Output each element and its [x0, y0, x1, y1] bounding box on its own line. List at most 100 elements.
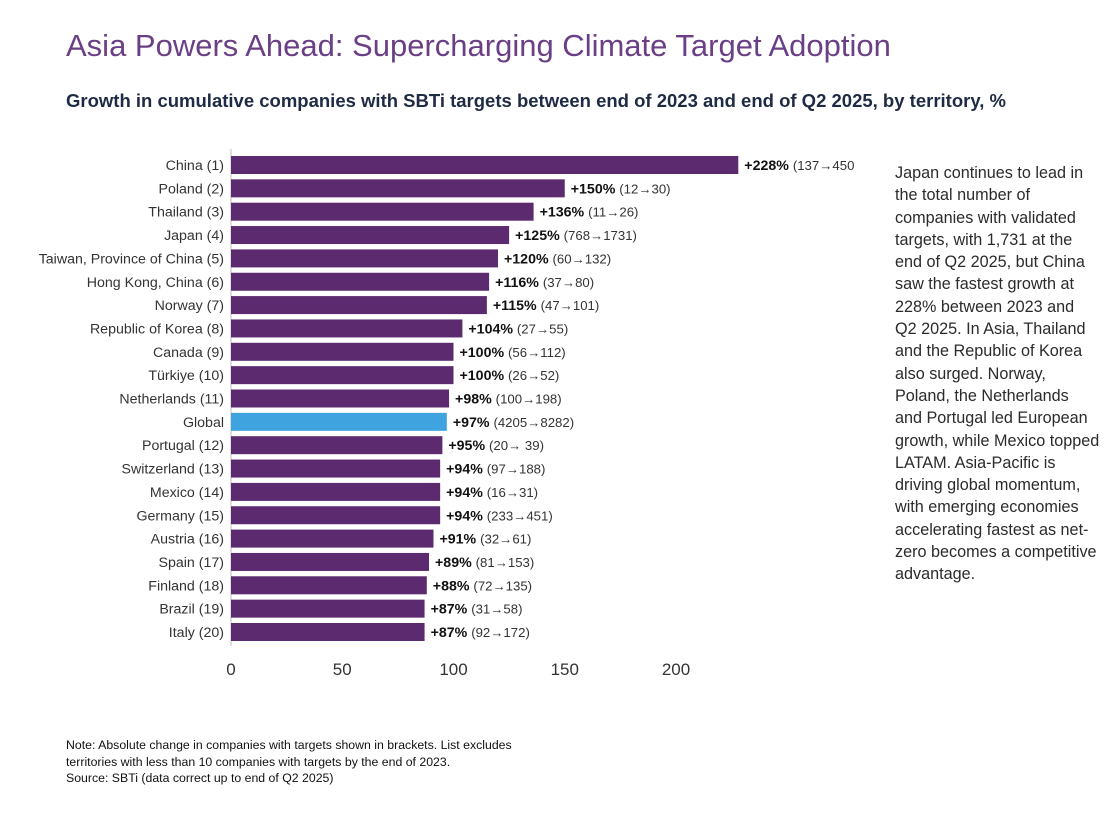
data-label: +94% (233→451): [446, 508, 553, 524]
data-label-change: (37→80): [543, 275, 594, 290]
category-label: Switzerland (13): [121, 462, 224, 478]
data-label: +125% (768→1731): [515, 228, 637, 244]
data-label: +228% (137→450: [744, 158, 854, 174]
category-label: Norway (7): [155, 298, 224, 314]
data-label: +115% (47→101): [493, 298, 599, 314]
bar: [231, 319, 463, 338]
data-label-change: (16→31): [487, 485, 538, 500]
source-line: Source: SBTi (data correct up to end of …: [66, 771, 334, 785]
bar: [231, 599, 425, 618]
data-label-percent: +97%: [453, 415, 494, 431]
category-label: Canada (9): [153, 345, 224, 361]
data-label-change: (56→112): [508, 345, 566, 360]
data-label-percent: +136%: [540, 205, 589, 221]
bar: [231, 506, 441, 525]
x-tick-label: 100: [439, 660, 467, 679]
data-label-change: (12→30): [619, 181, 670, 196]
data-label: +98% (100→198): [455, 392, 562, 408]
category-label: Italy (20): [169, 625, 224, 641]
bar: [231, 436, 443, 455]
data-label-percent: +89%: [435, 555, 476, 571]
data-label: +104% (27→55): [468, 321, 568, 337]
bar: [231, 529, 434, 548]
category-label: Finland (18): [148, 578, 224, 594]
data-label-change: (92→172): [471, 625, 530, 640]
data-label-change: (97→188): [487, 462, 546, 477]
data-label: +100% (26→52): [460, 368, 560, 384]
data-label-change: (768→1731): [564, 228, 637, 243]
data-label-percent: +104%: [468, 321, 517, 337]
category-label: Japan (4): [164, 228, 224, 244]
data-label: +150% (12→30): [571, 181, 671, 197]
data-label-change: (4205→8282): [493, 415, 574, 430]
data-label-percent: +91%: [439, 532, 480, 548]
bar: [231, 179, 565, 198]
bar: [231, 156, 739, 174]
x-tick-label: 150: [551, 660, 579, 679]
data-label: +89% (81→153): [435, 555, 534, 571]
data-label: +91% (32→61): [439, 532, 531, 548]
category-label: Türkiye (10): [148, 368, 224, 384]
data-label: +100% (56→112): [460, 345, 566, 361]
bar: [231, 389, 450, 408]
bar: [231, 272, 490, 291]
data-label-percent: +115%: [493, 298, 541, 314]
data-label-percent: +94%: [446, 508, 487, 524]
chart-subtitle: Growth in cumulative companies with SBTi…: [66, 90, 1006, 111]
data-label-percent: +87%: [431, 602, 472, 618]
bar: [231, 202, 534, 221]
data-label-percent: +125%: [515, 228, 564, 244]
bar: [231, 623, 425, 641]
data-label-change: (20→ 39): [489, 438, 544, 453]
data-label: +87% (31→58): [431, 602, 523, 618]
data-label-percent: +228%: [744, 158, 793, 174]
data-label-percent: +94%: [446, 462, 487, 478]
data-label: +136% (11→26): [540, 205, 639, 221]
data-label: +95% (20→ 39): [448, 438, 544, 454]
bar: [231, 342, 454, 361]
data-label-change: (27→55): [517, 321, 568, 336]
data-label: +88% (72→135): [433, 578, 532, 594]
data-label-change: (11→26): [588, 205, 638, 220]
category-label: Netherlands (11): [119, 392, 224, 408]
data-label-percent: +87%: [431, 625, 472, 641]
category-label: Spain (17): [159, 555, 224, 571]
data-label-percent: +120%: [504, 251, 553, 267]
bar: [231, 412, 447, 431]
x-tick-label: 50: [333, 660, 352, 679]
bar: [231, 296, 487, 315]
chart-title: Asia Powers Ahead: Supercharging Climate…: [66, 28, 891, 63]
data-label-change: (81→153): [476, 555, 535, 570]
data-label-change: (137→450: [793, 158, 855, 173]
bar: [231, 226, 510, 245]
data-label: +87% (92→172): [431, 625, 530, 641]
category-label: Republic of Korea (8): [90, 321, 224, 337]
footnote-line: territories with less than 10 companies …: [66, 754, 451, 769]
data-label: +120% (60→132): [504, 251, 611, 267]
category-label: Global: [183, 415, 224, 431]
bar: [231, 576, 427, 595]
category-label: Hong Kong, China (6): [87, 275, 224, 291]
category-label: Brazil (19): [159, 602, 224, 618]
data-label-percent: +150%: [571, 181, 620, 197]
bar: [231, 249, 498, 268]
bar: [231, 366, 454, 385]
category-label: Thailand (3): [148, 205, 224, 221]
footnote-line: Note: Absolute change in companies with …: [66, 738, 512, 752]
footnote: Note: Absolute change in companies with …: [66, 737, 512, 787]
category-label: Germany (15): [136, 508, 224, 524]
data-label: +116% (37→80): [495, 275, 594, 291]
bar: [231, 552, 430, 571]
data-label-percent: +95%: [448, 438, 489, 454]
data-label-change: (26→52): [508, 368, 559, 383]
data-label-change: (31→58): [471, 602, 522, 617]
x-tick-label: 200: [662, 660, 690, 679]
data-label-change: (47→101): [541, 298, 600, 313]
bar: [231, 459, 441, 478]
side-note: Japan continues to lead in the total num…: [895, 164, 1100, 584]
data-label-change: (60→132): [553, 251, 612, 266]
data-label-change: (32→61): [480, 532, 531, 547]
data-label-percent: +116%: [495, 275, 543, 291]
data-label-percent: +100%: [460, 345, 509, 361]
data-label-percent: +88%: [433, 578, 474, 594]
